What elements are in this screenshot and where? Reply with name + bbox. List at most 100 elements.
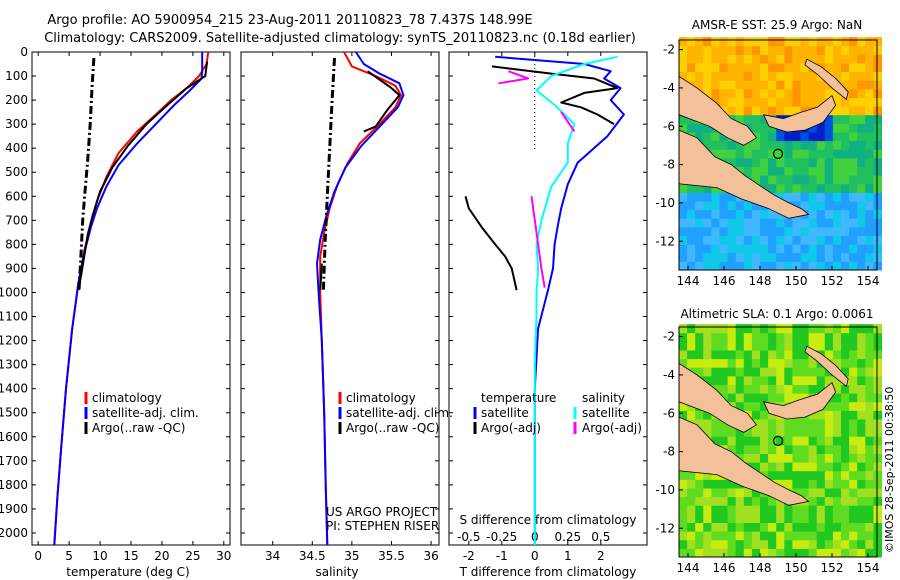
map-cell	[832, 531, 842, 541]
map-cell	[727, 444, 737, 454]
x-tick-label: 10	[92, 549, 107, 563]
map-cell	[735, 88, 745, 98]
map-cell	[808, 513, 818, 523]
map-cell	[865, 375, 874, 385]
map-cell	[695, 332, 704, 342]
y-tick-label: 800	[5, 237, 28, 251]
map-cell	[695, 218, 704, 228]
map-cell	[687, 410, 696, 420]
map-cell	[800, 261, 810, 271]
legend-t-satellite: satellite	[481, 406, 529, 420]
map-cell	[824, 513, 834, 523]
map-cell	[776, 375, 785, 385]
map-cell	[832, 496, 842, 506]
map-cell	[808, 488, 818, 498]
map-cell	[857, 496, 866, 506]
map-cell	[857, 244, 866, 254]
map-cell	[816, 341, 826, 351]
map-cell	[857, 114, 866, 124]
map-cell	[808, 419, 818, 429]
map-x-tick-label: 148	[749, 274, 772, 288]
t-difference-x-axis: -2 -1 0 1 2	[449, 51, 647, 563]
map-cell	[711, 332, 720, 342]
map-cell	[849, 332, 858, 342]
y-tick-label: 1100	[0, 310, 28, 324]
map-cell	[735, 235, 745, 245]
map-cell	[849, 496, 858, 506]
figure-title-line1: Argo profile: AO 5900954_215 23-Aug-2011…	[47, 13, 532, 28]
map-cell	[857, 140, 866, 150]
map-cell	[832, 548, 842, 558]
map-cell	[824, 470, 834, 480]
map-cell	[800, 132, 810, 142]
map-cell	[816, 505, 826, 515]
map-cell	[784, 252, 793, 262]
land-polygon	[678, 75, 757, 146]
map-cell	[857, 123, 866, 133]
map-cell	[849, 453, 858, 463]
map-cell	[743, 513, 753, 523]
map-cell	[719, 80, 729, 90]
map-cell	[776, 106, 785, 116]
map-cell	[857, 252, 866, 262]
map-cell	[841, 123, 850, 133]
sla-map: 144 146 148 150 152 154 -2 -4 -6 -8 -10 -12	[655, 324, 882, 575]
map-cell	[808, 226, 818, 236]
map-cell	[768, 496, 777, 506]
map-y-tick-label: -12	[655, 234, 675, 248]
map-cell	[841, 226, 850, 236]
map-cell	[824, 209, 834, 219]
map-cell	[719, 132, 729, 142]
map-cell	[849, 63, 858, 73]
map-cell	[776, 436, 785, 446]
map-cell	[703, 410, 712, 420]
map-cell	[768, 106, 777, 116]
map-cell	[832, 341, 842, 351]
map-cell	[695, 488, 704, 498]
map-cell	[841, 252, 850, 262]
map-cell	[865, 80, 874, 90]
map-cell	[703, 358, 712, 368]
map-cell	[760, 166, 769, 176]
map-cell	[687, 71, 696, 81]
map-cell	[857, 106, 866, 116]
map-cell	[857, 358, 866, 368]
map-cell	[687, 123, 696, 133]
map-cell	[824, 332, 834, 342]
map-cell	[687, 488, 696, 498]
series-line-s-argo	[498, 70, 530, 85]
map-cell	[679, 410, 688, 420]
map-cell	[703, 244, 712, 254]
map-cell	[743, 453, 753, 463]
map-cell	[873, 436, 882, 446]
map-cell	[768, 80, 777, 90]
map-cell	[784, 226, 793, 236]
map-cell	[824, 453, 834, 463]
map-cell	[719, 367, 729, 377]
map-cell	[873, 63, 882, 73]
map-cell	[800, 106, 810, 116]
map-cell	[849, 513, 858, 523]
sst-map: 144 146 148 150 152 154 -2 -4 -6 -8 -10 -12	[655, 37, 882, 288]
map-cell	[873, 80, 882, 90]
map-cell	[751, 548, 761, 558]
map-cell	[784, 166, 793, 176]
map-cell	[695, 341, 704, 351]
map-cell	[784, 358, 793, 368]
map-cell	[695, 479, 704, 489]
map-cell	[751, 324, 761, 334]
map-cell	[841, 175, 850, 185]
map-cell	[792, 341, 801, 351]
map-cell	[832, 54, 842, 64]
map-cell	[687, 183, 696, 193]
map-cell	[679, 531, 688, 541]
map-cell	[776, 384, 785, 394]
x-tick-label: 0	[531, 549, 539, 563]
map-cell	[679, 350, 688, 360]
map-cell	[841, 410, 850, 420]
difference-panel	[448, 51, 648, 546]
map-cell	[687, 235, 696, 245]
map-cell	[703, 226, 712, 236]
map-cell	[816, 140, 826, 150]
